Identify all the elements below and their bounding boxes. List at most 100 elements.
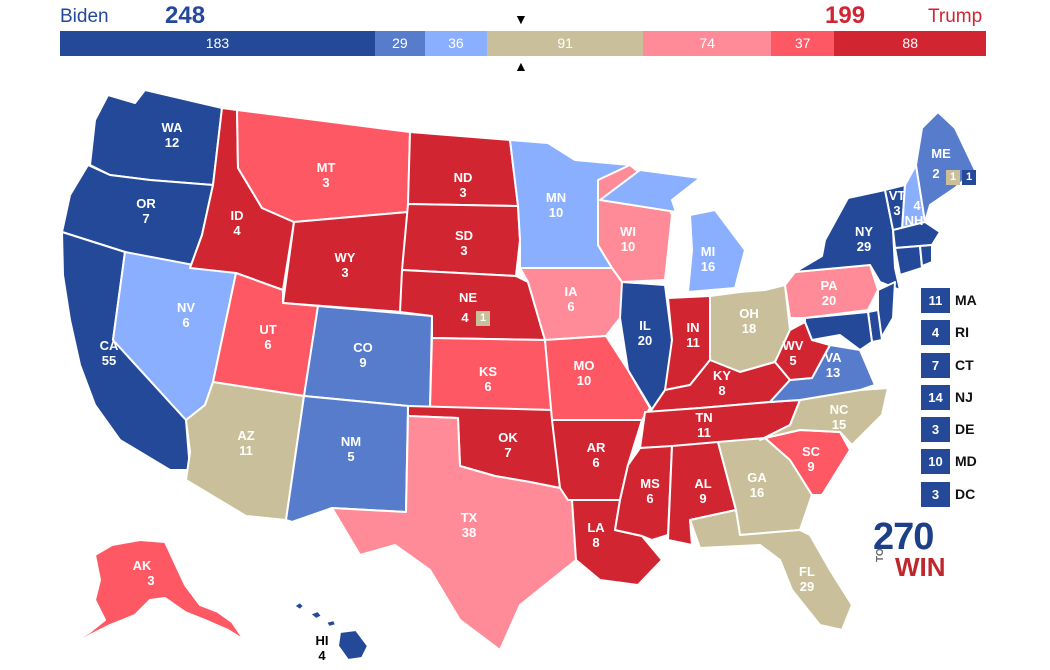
state-label-ia: IA 6 [565, 284, 579, 314]
state-label-ok: OK 7 [498, 430, 518, 460]
state-label-pa: PA 20 [820, 278, 838, 308]
me-district-1-box[interactable]: 1 [946, 170, 960, 185]
bar-segment-lean-d[interactable]: 36 [424, 31, 487, 56]
state-ak[interactable] [59, 539, 245, 651]
bar-segment-label: 29 [392, 35, 408, 51]
state-label-wy: WY 3 [335, 250, 356, 280]
state-label-il: IL 20 [638, 318, 652, 348]
bar-segment-label: 37 [794, 35, 811, 51]
small-state-ri-box[interactable]: 4 [921, 320, 950, 345]
state-label-ky: KY 8 [713, 368, 731, 398]
bar-segment-label: 36 [448, 35, 464, 51]
state-ri[interactable] [919, 244, 933, 267]
state-label-vt: VT 3 [889, 188, 906, 218]
bar-segment-likely-r[interactable]: 37 [770, 31, 835, 56]
state-label-tx: TX 38 [461, 510, 478, 540]
majority-marker-top: ▼ [514, 11, 528, 27]
logo-number: 270 [873, 516, 934, 558]
state-label-sc: SC 9 [802, 444, 821, 474]
state-label-mi: MI 16 [701, 244, 715, 274]
state-label-oh: OH 18 [739, 306, 759, 336]
state-wa[interactable] [89, 89, 223, 186]
state-label-la: LA 8 [587, 520, 605, 550]
state-label-al: AL 9 [694, 476, 711, 506]
270towin-logo[interactable]: 270 TO WIN [873, 516, 953, 580]
state-ma[interactable] [892, 221, 941, 249]
electoral-vote-bar: 183 29 36 91 74 37 88 [60, 31, 986, 56]
small-state-ct-label: CT [955, 357, 974, 373]
state-label-me: ME 2 [931, 146, 951, 181]
small-state-md-label: MD [955, 453, 977, 469]
state-label-ny: NY 29 [855, 224, 873, 254]
state-label-nc: NC 15 [830, 402, 849, 432]
rep-electoral-total: 199 [825, 2, 866, 29]
state-label-nm: NM 5 [341, 434, 361, 464]
state-label-nv: NV 6 [177, 300, 195, 330]
state-label-ms: MS 6 [640, 476, 660, 506]
me-district-2-box[interactable]: 1 [962, 170, 976, 185]
state-label-mo: MO 10 [574, 358, 595, 388]
state-label-sd: SD 3 [455, 228, 473, 258]
state-label-va: VA 13 [824, 350, 842, 380]
small-state-ma-box[interactable]: 11 [921, 288, 950, 313]
state-label-ne: NE 4 [459, 290, 477, 325]
state-label-in: IN 11 [686, 320, 700, 350]
state-label-ks: KS 6 [479, 364, 497, 394]
state-wv[interactable] [774, 321, 831, 381]
state-label-co: CO 9 [353, 340, 373, 370]
small-state-nj-box[interactable]: 14 [921, 385, 950, 410]
state-label-wv: WV 5 [783, 338, 804, 368]
state-tx[interactable] [331, 415, 577, 651]
logo-win: WIN [895, 552, 946, 582]
state-me[interactable] [915, 111, 976, 223]
dem-candidate-name: Biden [60, 6, 109, 27]
small-state-nj-label: NJ [955, 389, 973, 405]
state-label-wi: WI 10 [620, 224, 636, 254]
small-state-dc-box[interactable]: 3 [921, 482, 950, 507]
state-label-mn: MN 10 [546, 190, 566, 220]
state-label-ca: CA 55 [100, 338, 119, 368]
small-state-de-label: DE [955, 421, 975, 437]
state-hi[interactable] [293, 601, 369, 661]
state-label-nd: ND 3 [454, 170, 473, 200]
bar-segment-lean-r[interactable]: 74 [643, 31, 771, 56]
state-label-ut: UT 6 [259, 322, 276, 352]
state-label-wa: WA 12 [162, 120, 184, 150]
bar-segment-tossup[interactable]: 91 [486, 31, 644, 56]
small-state-ri-label: RI [955, 324, 969, 340]
state-co[interactable] [303, 305, 433, 409]
state-label-fl: FL 29 [799, 564, 815, 594]
state-label-ar: AR 6 [587, 440, 606, 470]
small-state-de-box[interactable]: 3 [921, 417, 950, 442]
bar-segment-likely-d[interactable]: 29 [374, 31, 425, 56]
state-label-hi: HI 4 [316, 633, 329, 663]
state-fl[interactable] [689, 509, 853, 631]
bar-segment-label: 74 [699, 35, 715, 51]
state-label-az: AZ 11 [237, 428, 254, 458]
dem-electoral-total: 248 [165, 2, 206, 29]
state-label-id: ID 4 [231, 208, 244, 238]
small-state-ct-box[interactable]: 7 [921, 353, 950, 378]
state-labels: WA 12 OR 7 CA 55 NV 6 ID 4 MT 3 WY 3 UT 6 AZ 11 C… [100, 120, 951, 663]
small-state-dc-label: DC [955, 486, 976, 502]
state-label-nh: 4 NH [905, 198, 924, 228]
state-label-ak: AK 3 [133, 558, 155, 588]
bar-segment-label: 183 [205, 35, 230, 51]
state-md[interactable] [804, 311, 873, 351]
bar-segment-label: 91 [557, 35, 573, 51]
state-sd[interactable] [401, 203, 521, 277]
state-mi[interactable] [599, 169, 746, 293]
rep-candidate-name: Trump [928, 6, 983, 27]
ne-district-box[interactable]: 1 [476, 311, 490, 326]
small-state-ma-label: MA [955, 292, 977, 308]
bar-segment-safe-d[interactable]: 183 [60, 31, 375, 56]
logo-to: TO [875, 548, 886, 562]
state-label-or: OR 7 [136, 196, 156, 226]
bar-segment-safe-r[interactable]: 88 [834, 31, 986, 56]
state-ct[interactable] [894, 245, 923, 276]
state-label-ga: GA 16 [747, 470, 767, 500]
state-label-tn: TN 11 [695, 410, 712, 440]
small-state-md-box[interactable]: 10 [921, 449, 950, 474]
state-label-mt: MT 3 [317, 160, 336, 190]
